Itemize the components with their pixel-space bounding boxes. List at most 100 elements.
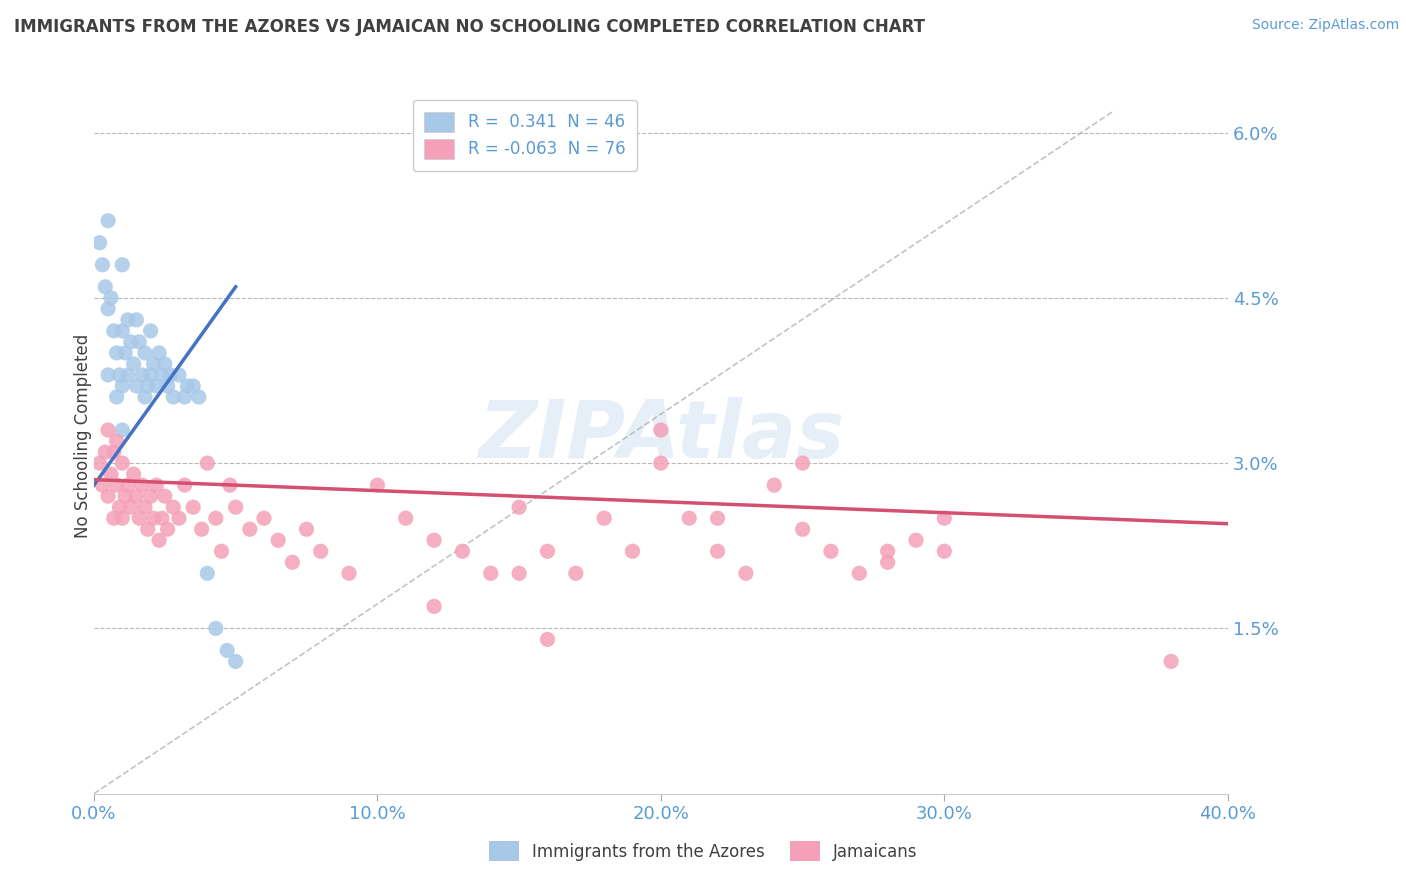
Point <box>105 478 128 492</box>
Point <box>876 555 898 569</box>
Point <box>565 566 588 581</box>
Point <box>423 533 446 548</box>
Point <box>105 390 128 404</box>
Point <box>139 489 162 503</box>
Point <box>650 423 672 437</box>
Text: IMMIGRANTS FROM THE AZORES VS JAMAICAN NO SCHOOLING COMPLETED CORRELATION CHART: IMMIGRANTS FROM THE AZORES VS JAMAICAN N… <box>14 18 925 36</box>
Point <box>159 368 181 382</box>
Point <box>120 334 142 349</box>
Point <box>111 258 134 272</box>
Point <box>94 445 117 459</box>
Point <box>536 544 558 558</box>
Point <box>139 368 162 382</box>
Point <box>89 235 111 250</box>
Point <box>122 357 145 371</box>
Point <box>120 500 142 515</box>
Point <box>366 478 388 492</box>
Point <box>134 390 156 404</box>
Point <box>117 478 139 492</box>
Point <box>131 478 153 492</box>
Point <box>156 522 179 536</box>
Point <box>122 467 145 482</box>
Point <box>678 511 700 525</box>
Point <box>225 655 247 669</box>
Point <box>904 533 927 548</box>
Point <box>934 544 956 558</box>
Point <box>111 324 134 338</box>
Point <box>94 280 117 294</box>
Point <box>136 379 159 393</box>
Point <box>650 456 672 470</box>
Point <box>108 368 131 382</box>
Point <box>111 423 134 437</box>
Point <box>100 291 122 305</box>
Point <box>97 423 120 437</box>
Point <box>621 544 644 558</box>
Point <box>125 379 148 393</box>
Point <box>1160 655 1182 669</box>
Point <box>225 500 247 515</box>
Point <box>820 544 842 558</box>
Point <box>395 511 418 525</box>
Text: ZIPAtlas: ZIPAtlas <box>478 397 844 475</box>
Point <box>148 346 170 360</box>
Point <box>706 544 728 558</box>
Point <box>105 346 128 360</box>
Point <box>150 511 173 525</box>
Point <box>190 522 212 536</box>
Point <box>103 324 125 338</box>
Point <box>91 478 114 492</box>
Point <box>593 511 616 525</box>
Point <box>139 324 162 338</box>
Point <box>156 379 179 393</box>
Point <box>167 511 190 525</box>
Point <box>479 566 502 581</box>
Point <box>706 511 728 525</box>
Point <box>309 544 332 558</box>
Point <box>792 522 814 536</box>
Point <box>103 445 125 459</box>
Point <box>211 544 233 558</box>
Point <box>451 544 474 558</box>
Point <box>134 500 156 515</box>
Point <box>167 368 190 382</box>
Point <box>128 334 150 349</box>
Point <box>792 456 814 470</box>
Point <box>536 632 558 647</box>
Point <box>195 456 218 470</box>
Y-axis label: No Schooling Completed: No Schooling Completed <box>75 334 91 538</box>
Point <box>253 511 276 525</box>
Point <box>142 357 165 371</box>
Point <box>295 522 318 536</box>
Point <box>150 368 173 382</box>
Point <box>89 456 111 470</box>
Point <box>267 533 290 548</box>
Point <box>876 544 898 558</box>
Point <box>508 566 530 581</box>
Point <box>91 258 114 272</box>
Text: Source: ZipAtlas.com: Source: ZipAtlas.com <box>1251 18 1399 32</box>
Point <box>145 379 167 393</box>
Point <box>153 357 176 371</box>
Point <box>337 566 360 581</box>
Point <box>219 478 242 492</box>
Point <box>239 522 262 536</box>
Point <box>735 566 758 581</box>
Point <box>125 313 148 327</box>
Point <box>117 313 139 327</box>
Point <box>105 434 128 448</box>
Point <box>111 456 134 470</box>
Point <box>508 500 530 515</box>
Point <box>281 555 304 569</box>
Point <box>195 566 218 581</box>
Point <box>100 467 122 482</box>
Point <box>187 390 209 404</box>
Point <box>423 599 446 614</box>
Point <box>97 489 120 503</box>
Point <box>181 500 204 515</box>
Point <box>103 511 125 525</box>
Point <box>176 379 198 393</box>
Point <box>108 500 131 515</box>
Point <box>934 511 956 525</box>
Point <box>97 301 120 316</box>
